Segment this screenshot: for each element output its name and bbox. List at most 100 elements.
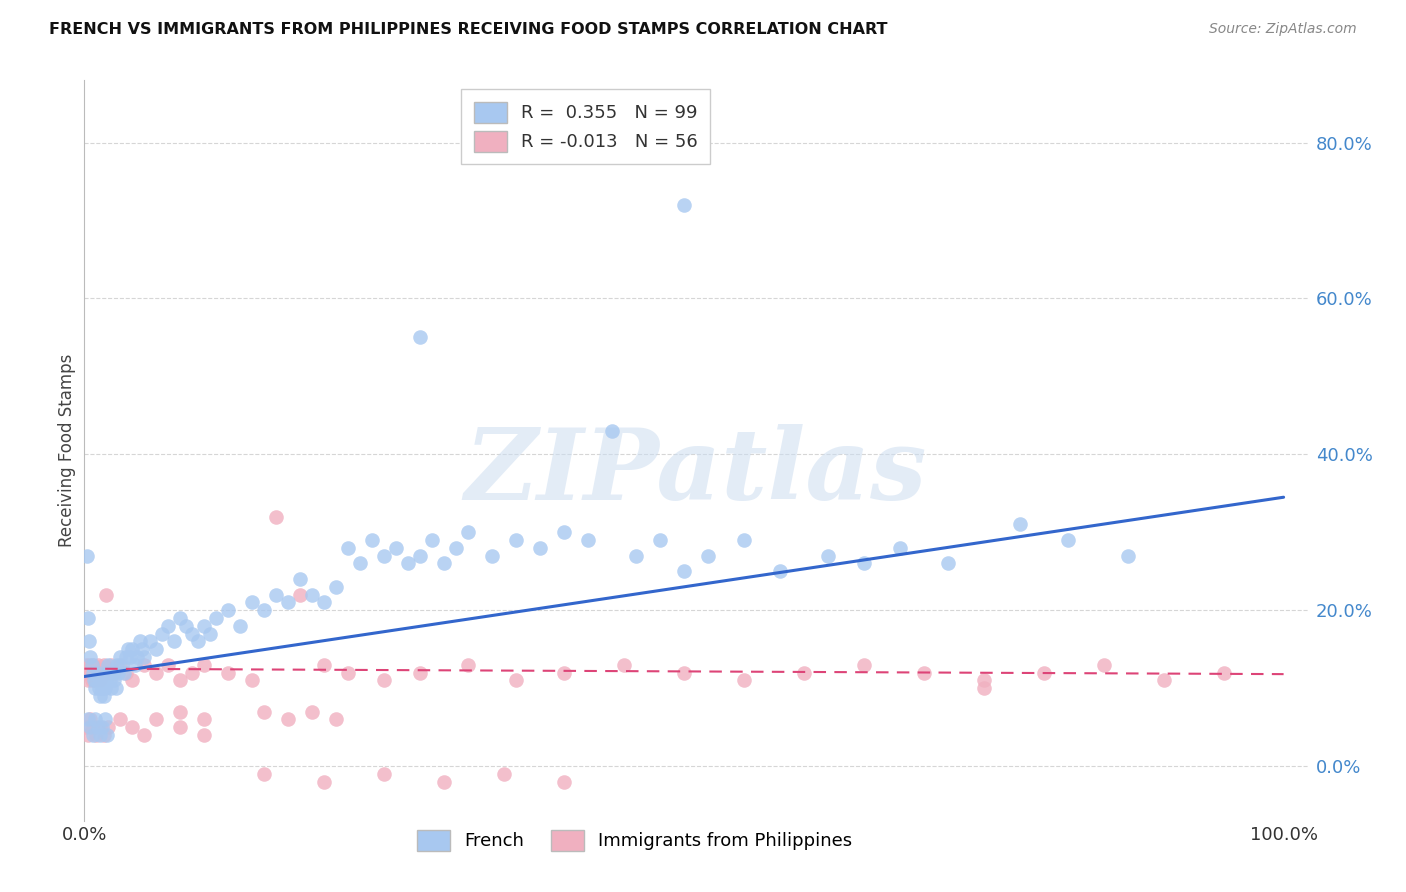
Point — [325, 580, 347, 594]
Point — [264, 509, 287, 524]
Point — [94, 673, 117, 688]
Point — [91, 681, 114, 695]
Y-axis label: Receiving Food Stamps: Receiving Food Stamps — [58, 354, 76, 547]
Point — [103, 665, 125, 680]
Point — [217, 603, 239, 617]
Point — [193, 619, 215, 633]
Point — [83, 665, 105, 680]
Point — [157, 619, 180, 633]
Point — [80, 657, 103, 672]
Point — [86, 728, 108, 742]
Point — [139, 634, 162, 648]
Point — [187, 634, 209, 648]
Point — [93, 712, 115, 726]
Point — [77, 657, 100, 672]
Point — [145, 665, 167, 680]
Point — [93, 728, 115, 742]
Point — [84, 673, 107, 688]
Point — [314, 657, 336, 672]
Point — [97, 657, 120, 672]
Point — [409, 330, 432, 344]
Point — [87, 665, 110, 680]
Point — [505, 533, 527, 547]
Point — [90, 673, 112, 688]
Text: Source: ZipAtlas.com: Source: ZipAtlas.com — [1209, 22, 1357, 37]
Point — [79, 650, 101, 665]
Point — [373, 549, 395, 563]
Point — [697, 549, 720, 563]
Point — [96, 665, 118, 680]
Point — [457, 657, 479, 672]
Point — [337, 541, 360, 555]
Point — [457, 525, 479, 540]
Point — [110, 712, 132, 726]
Point — [83, 673, 105, 688]
Point — [82, 728, 104, 742]
Point — [80, 673, 103, 688]
Point — [93, 657, 115, 672]
Point — [76, 665, 98, 680]
Point — [84, 681, 107, 695]
Point — [145, 642, 167, 657]
Point — [128, 634, 150, 648]
Point — [124, 657, 146, 672]
Point — [193, 728, 215, 742]
Legend: French, Immigrants from Philippines: French, Immigrants from Philippines — [408, 821, 862, 860]
Point — [817, 549, 839, 563]
Point — [181, 665, 204, 680]
Point — [110, 657, 132, 672]
Point — [553, 774, 575, 789]
Point — [793, 665, 815, 680]
Point — [77, 728, 100, 742]
Point — [169, 720, 191, 734]
Point — [337, 665, 360, 680]
Point — [314, 774, 336, 789]
Point — [115, 650, 138, 665]
Point — [131, 642, 153, 657]
Point — [94, 588, 117, 602]
Point — [672, 665, 695, 680]
Point — [77, 634, 100, 648]
Point — [77, 673, 100, 688]
Point — [100, 657, 122, 672]
Point — [529, 541, 551, 555]
Point — [110, 650, 132, 665]
Point — [89, 673, 111, 688]
Point — [361, 533, 384, 547]
Point — [613, 657, 636, 672]
Point — [301, 705, 323, 719]
Point — [576, 533, 599, 547]
Point — [82, 665, 104, 680]
Point — [127, 650, 149, 665]
Point — [325, 712, 347, 726]
Point — [973, 681, 995, 695]
Point — [93, 681, 115, 695]
Point — [75, 720, 97, 734]
Point — [1008, 517, 1031, 532]
Point — [117, 642, 139, 657]
Point — [134, 650, 156, 665]
Point — [1032, 665, 1054, 680]
Point — [277, 712, 299, 726]
Point — [349, 557, 371, 571]
Point — [852, 657, 875, 672]
Point — [86, 665, 108, 680]
Point — [79, 720, 101, 734]
Point — [96, 728, 118, 742]
Point — [89, 728, 111, 742]
Point — [97, 720, 120, 734]
Point — [101, 665, 124, 680]
Point — [121, 642, 143, 657]
Point — [433, 557, 456, 571]
Point — [301, 588, 323, 602]
Point — [76, 549, 98, 563]
Point — [444, 541, 467, 555]
Point — [290, 588, 312, 602]
Point — [118, 650, 141, 665]
Point — [134, 657, 156, 672]
Point — [86, 665, 108, 680]
Point — [115, 665, 138, 680]
Point — [314, 595, 336, 609]
Point — [624, 549, 647, 563]
Point — [733, 533, 755, 547]
